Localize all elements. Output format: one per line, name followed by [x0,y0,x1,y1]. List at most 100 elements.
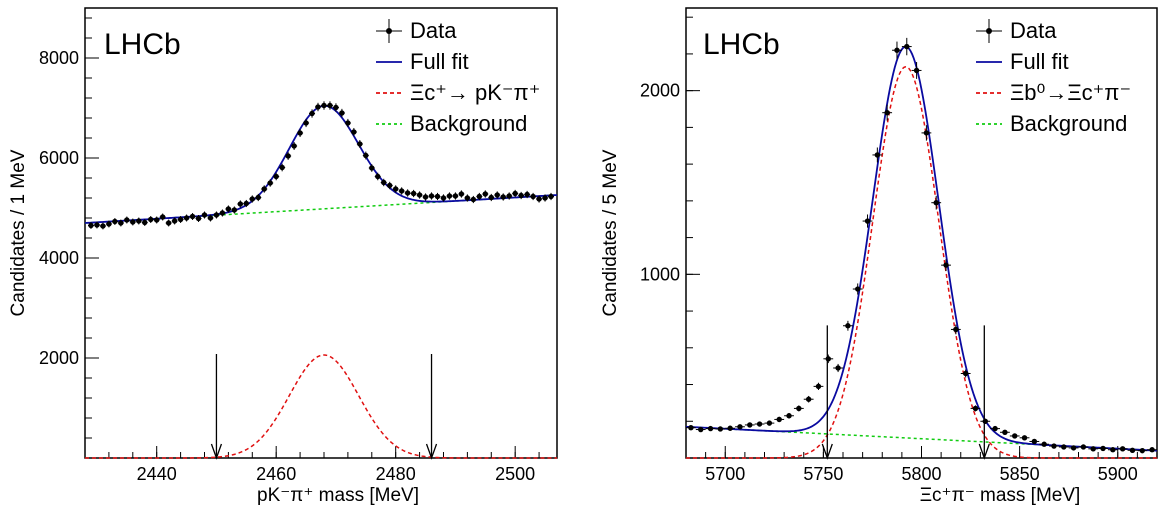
x-axis-title-left: pK⁻π⁺ mass [MeV] [257,485,419,506]
data-point [874,152,881,158]
data-point [201,212,208,218]
data-point [225,206,232,212]
data-point [825,356,831,362]
panel-right: LHCb Candidates / 5 MeV Ξc⁺π⁻ mass [MeV]… [600,7,1158,506]
data-point [159,214,166,220]
x-tick-label: 5800 [901,464,941,484]
data-point [416,192,423,198]
x-tick-label: 5900 [1098,464,1138,484]
data-point [476,193,483,200]
y-tick-label: 2000 [640,81,680,101]
legend-entry: Full fit [410,49,469,74]
data-point [398,188,405,194]
data-point [273,173,279,180]
experiment-label-left: LHCb [104,28,181,61]
data-point [434,193,441,200]
data-point [351,129,357,135]
data-point [153,217,160,223]
data-point [923,130,930,136]
data-point [707,425,714,432]
data-point [404,190,411,196]
data-point [375,173,381,180]
y-tick-label: 8000 [39,48,79,68]
data-point [118,220,124,226]
data-point [536,196,542,202]
y-tick-label: 1000 [640,264,680,284]
data-point [943,262,949,268]
data-point [88,222,94,229]
data-point [845,323,851,329]
data-point [524,191,530,198]
data-point [1070,445,1077,451]
data-point [548,193,554,200]
x-tick-label: 5700 [705,464,745,484]
data-point [933,199,939,206]
data-point [542,195,548,201]
data-point [530,193,536,200]
data-point [189,213,196,220]
data-point [470,196,477,203]
data-point [422,194,429,200]
data-point [177,216,184,223]
data-point [1061,444,1067,450]
data-point [756,421,763,427]
data-point [500,194,506,200]
data-point [213,212,220,218]
data-point [766,420,773,426]
data-point [972,405,979,412]
data-point [327,102,333,109]
data-point [165,220,172,226]
legend-entry: Background [1010,111,1127,136]
x-tick-label: 2460 [256,464,296,484]
data-point [717,426,724,432]
data-point [482,191,489,197]
data-point [1051,443,1057,449]
x-tick-label: 2500 [495,464,535,484]
data-point [982,418,988,424]
data-point [992,425,998,432]
data-point [698,426,704,433]
data-point [864,218,871,224]
data-point [315,104,321,110]
data-point [452,193,459,199]
data-point [255,194,261,201]
data-point [1012,433,1018,439]
data-point [805,396,812,402]
selection-arrow-head [978,443,990,460]
data-point [446,193,453,199]
data-point [387,182,393,189]
data-point [369,165,375,171]
data-point [106,221,112,227]
data-point [458,191,465,197]
x-tick-label: 5750 [803,464,843,484]
data-point [124,217,130,223]
legend-entry: Background [410,111,527,136]
data-point [815,383,822,390]
legend-entry: Data [410,18,457,43]
data-point [183,215,190,221]
data-point [518,192,524,199]
data-point [243,200,250,207]
data-point [1100,445,1106,452]
signal-curve [686,66,1157,459]
data-point [267,180,273,186]
panel-left: LHCb Candidates / 1 MeV pK⁻π⁺ mass [MeV]… [8,7,558,506]
legend-data-marker [386,28,392,34]
data-point [363,152,369,159]
data-point [855,286,861,292]
selection-arrow-head [210,443,223,460]
x-tick-label: 2440 [137,464,177,484]
data-point [112,218,118,225]
data-point [428,193,435,199]
data-point [333,104,339,111]
data-point [1041,441,1047,447]
selection-arrow-head [425,443,438,460]
data-point [440,195,447,201]
data-point [1021,435,1028,441]
data-point [291,143,297,149]
data-point [345,120,351,126]
data-point [303,120,309,126]
data-point [747,422,753,428]
data-point [1090,446,1096,452]
